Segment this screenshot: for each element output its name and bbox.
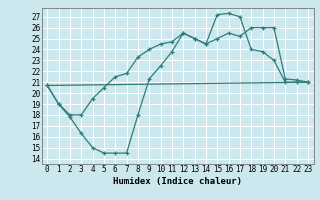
X-axis label: Humidex (Indice chaleur): Humidex (Indice chaleur) — [113, 177, 242, 186]
